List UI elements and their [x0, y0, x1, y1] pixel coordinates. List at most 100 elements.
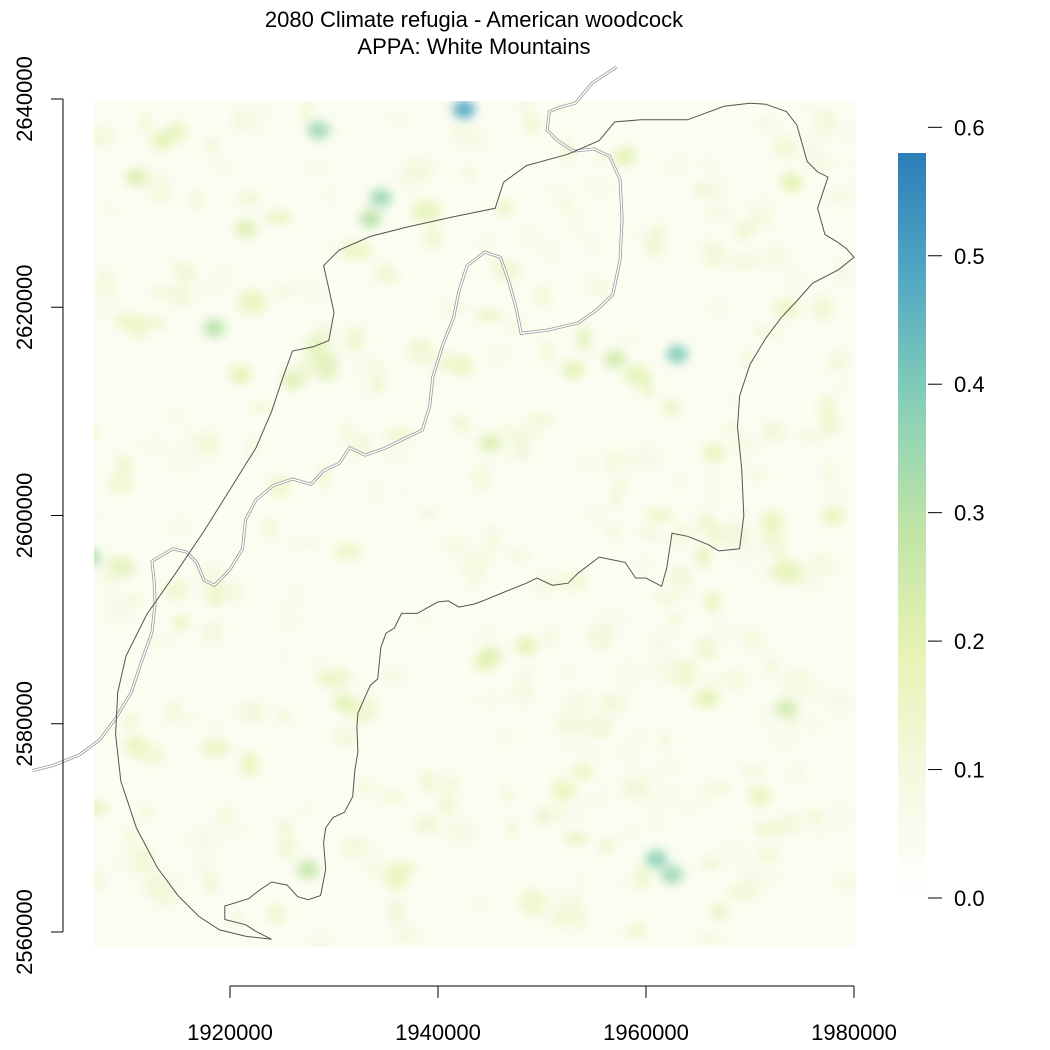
raster-cell — [351, 360, 368, 377]
raster-cell — [112, 853, 136, 873]
raster-cell — [495, 197, 514, 218]
raster-cell — [240, 751, 259, 777]
refugia-hotspot — [702, 444, 725, 462]
raster-cell — [285, 586, 306, 601]
legend-tick-label: 0.4 — [954, 372, 985, 397]
appa-boundary — [115, 102, 855, 940]
raster-cell — [411, 199, 441, 223]
raster-cell — [353, 776, 377, 798]
refugia-hotspot — [307, 121, 330, 140]
refugia-hotspot — [151, 131, 174, 150]
refugia-hotspot — [203, 319, 226, 338]
raster-cell — [437, 795, 456, 816]
raster-cell — [758, 193, 767, 205]
y-axis: 2560000 2580000 2600000 2620000 2640000 — [12, 56, 64, 975]
refugia-hotspot — [603, 350, 626, 369]
raster-cell — [726, 847, 751, 868]
raster-cell — [695, 544, 710, 569]
raster-cell — [712, 902, 727, 921]
raster-cell — [653, 657, 683, 685]
raster-cell — [104, 204, 113, 215]
raster-cell — [332, 542, 363, 560]
raster-cell — [485, 348, 512, 364]
raster-cell — [814, 825, 826, 841]
raster-cell — [203, 874, 217, 894]
raster-cell — [654, 590, 679, 605]
refugia-hotspot — [94, 548, 101, 566]
raster-cell — [619, 334, 637, 347]
raster-cell — [744, 546, 768, 555]
raster-cell — [753, 821, 781, 838]
raster-cell — [583, 796, 606, 806]
raster-cell — [444, 101, 454, 112]
refugia-hotspot — [780, 173, 803, 192]
raster-cell — [773, 544, 789, 566]
raster-cell — [235, 192, 263, 205]
raster-cell — [599, 836, 615, 855]
raster-cell — [495, 260, 520, 282]
refugia-hotspot — [775, 699, 798, 718]
raster-cell — [751, 640, 770, 652]
raster-cell — [649, 631, 671, 659]
raster-cell — [822, 459, 837, 488]
raster-cell — [466, 690, 483, 709]
raster-cell — [849, 259, 856, 284]
raster-cell — [799, 679, 819, 693]
raster-cell — [704, 674, 721, 684]
raster-cell — [522, 419, 541, 440]
raster-cell — [540, 629, 560, 648]
raster-cell — [538, 808, 547, 825]
raster-cell — [721, 671, 749, 689]
raster-cell — [393, 926, 421, 943]
title-line-1: 2080 Climate refugia - American woodcock — [264, 7, 684, 32]
raster-cell — [229, 912, 242, 929]
raster-cell — [583, 180, 612, 195]
y-tick-label: 2580000 — [12, 681, 37, 767]
raster-cell — [425, 223, 441, 246]
raster-cell — [117, 211, 128, 221]
raster-cell — [759, 530, 788, 551]
refugia-hotspot — [515, 636, 538, 655]
raster-cell — [437, 300, 468, 316]
raster-cell — [415, 814, 439, 834]
raster-texture — [94, 101, 856, 947]
raster-cell — [474, 621, 499, 645]
raster-cell — [101, 595, 132, 616]
y-tick-label: 2560000 — [12, 889, 37, 975]
raster-cell — [168, 518, 192, 532]
raster-cell — [698, 857, 721, 871]
raster-cell — [677, 803, 701, 821]
raster-cell — [704, 461, 715, 482]
raster-cell — [767, 709, 777, 728]
raster-cell — [450, 355, 474, 377]
raster-cell — [388, 668, 408, 685]
raster-cell — [250, 107, 276, 122]
raster-cell — [172, 261, 182, 277]
raster-cell — [660, 729, 670, 751]
raster-cell — [587, 233, 599, 257]
raster-cell — [735, 220, 750, 240]
refugia-hotspot — [551, 782, 574, 801]
refugia-hotspot — [473, 652, 496, 671]
raster-cell — [187, 827, 219, 854]
raster-cell — [608, 609, 635, 629]
raster-cell — [368, 479, 383, 504]
raster-cell — [240, 296, 250, 316]
raster-cell — [616, 475, 627, 493]
raster-cell — [454, 135, 470, 152]
raster-cell — [271, 283, 300, 297]
raster-cell — [124, 594, 143, 606]
raster-cell — [390, 113, 403, 126]
raster-cell — [94, 304, 114, 318]
raster-cell — [622, 364, 651, 386]
refugia-hotspot — [749, 787, 772, 806]
raster-cell — [583, 748, 602, 760]
raster-cell — [702, 174, 728, 191]
raster-cell — [540, 243, 563, 261]
y-tick-label: 2600000 — [12, 473, 37, 559]
raster-cell — [261, 518, 279, 538]
raster-cell — [634, 920, 646, 941]
raster-cell — [220, 816, 248, 844]
raster-cell — [223, 579, 245, 605]
raster-cell — [475, 310, 502, 321]
